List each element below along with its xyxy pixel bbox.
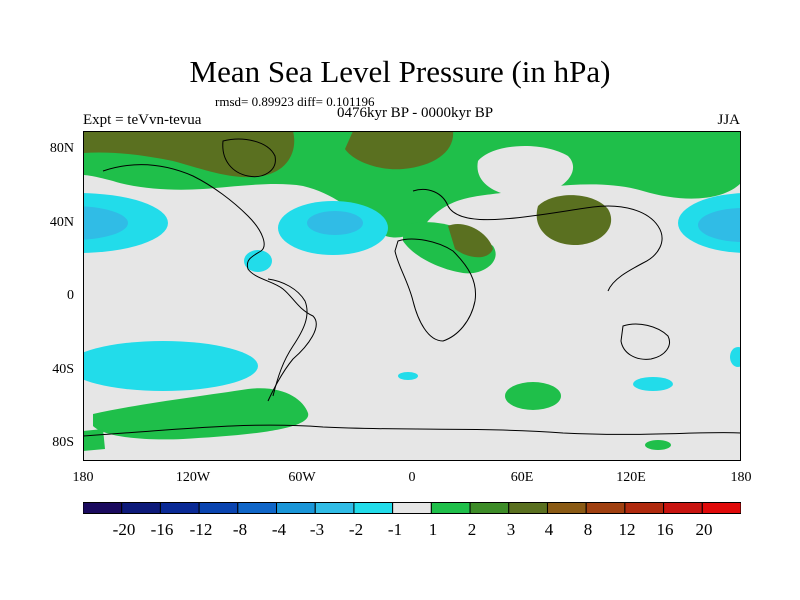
- map-frame: [83, 131, 741, 461]
- caribbean-low: [244, 250, 272, 272]
- season-label: JJA: [717, 112, 740, 128]
- lon-label-60w: 60W: [288, 470, 316, 485]
- colorbar-swatch: [546, 502, 587, 514]
- lat-label-80n: 80N: [49, 141, 74, 156]
- lon-label-180e: 180: [730, 470, 752, 485]
- chart-title: Mean Sea Level Pressure (in hPa): [189, 54, 611, 89]
- lat-label-40n: 40N: [49, 215, 74, 230]
- north-pacific-low-west-core: [83, 206, 128, 240]
- southern-positive-band: [93, 388, 309, 440]
- colorbar: [83, 502, 741, 514]
- southern-indian-positive: [505, 382, 561, 410]
- stats-label: rmsd= 0.89923 diff= 0.101196: [215, 94, 375, 109]
- lat-label-0: 0: [67, 288, 74, 303]
- colorbar-label: 3: [506, 520, 516, 539]
- asia-lobe-neutral: [477, 145, 574, 197]
- south-indian-low: [633, 377, 673, 391]
- mideast-high-patch: [448, 223, 493, 258]
- colorbar-label: -1: [387, 520, 403, 539]
- colorbar-label: -3: [309, 520, 325, 539]
- south-atlantic-low-dot: [398, 372, 418, 380]
- lat-label-80s: 80S: [52, 435, 74, 450]
- colorbar-label: 4: [544, 520, 554, 539]
- pressure-difference-map: [83, 131, 741, 461]
- siberia-high-patch: [345, 131, 454, 170]
- colorbar-swatch: [585, 502, 626, 514]
- lon-label-60e: 60E: [510, 470, 534, 485]
- colorbar-swatch: [159, 502, 200, 514]
- arctic-high-patch: [83, 131, 295, 178]
- colorbar-swatch: [83, 502, 123, 514]
- southern-pacific-positive: [645, 440, 671, 450]
- colorbar-swatch: [392, 502, 432, 514]
- colorbar-swatch: [663, 502, 703, 514]
- north-pacific-low-east-core: [698, 208, 741, 242]
- southern-positive-west: [83, 429, 105, 451]
- asia-positive-patch: [536, 195, 612, 246]
- tasman-low: [730, 347, 741, 367]
- colorbar-label: -12: [189, 520, 213, 539]
- colorbar-label: -20: [112, 520, 136, 539]
- north-atlantic-low-core: [307, 211, 363, 235]
- colorbar-swatch: [276, 502, 316, 514]
- colorbar-swatch: [237, 502, 278, 514]
- colorbar-label: 8: [583, 520, 593, 539]
- colorbar-swatch: [701, 502, 741, 514]
- colorbar-label: -4: [271, 520, 287, 539]
- colorbar-swatch: [469, 502, 510, 514]
- colorbar-swatch: [624, 502, 665, 514]
- south-pacific-low: [83, 341, 258, 391]
- colorbar-swatch: [430, 502, 471, 514]
- lat-label-40s: 40S: [52, 362, 74, 377]
- colorbar-swatch: [121, 502, 161, 514]
- lon-label-120e: 120E: [616, 470, 646, 485]
- colorbar-label: 2: [467, 520, 477, 539]
- lon-label-0: 0: [408, 470, 416, 485]
- colorbar-label: 12: [618, 520, 636, 539]
- lon-label-120w: 120W: [175, 470, 211, 485]
- colorbar-swatch: [353, 502, 394, 514]
- colorbar-label: 20: [695, 520, 713, 539]
- colorbar-swatch: [508, 502, 548, 514]
- experiment-label: Expt = teVvn-tevua: [83, 112, 202, 128]
- colorbar-label: 16: [656, 520, 674, 539]
- coastlines: [83, 138, 741, 437]
- colorbar-swatch: [198, 502, 239, 514]
- colorbar-swatch: [314, 502, 355, 514]
- colorbar-label: 1: [428, 520, 438, 539]
- colorbar-label: -8: [232, 520, 248, 539]
- lon-label-180w: 180: [72, 470, 94, 485]
- colorbar-label: -16: [150, 520, 174, 539]
- colorbar-label: -2: [348, 520, 364, 539]
- period-label: 0476kyr BP - 0000kyr BP: [336, 105, 494, 121]
